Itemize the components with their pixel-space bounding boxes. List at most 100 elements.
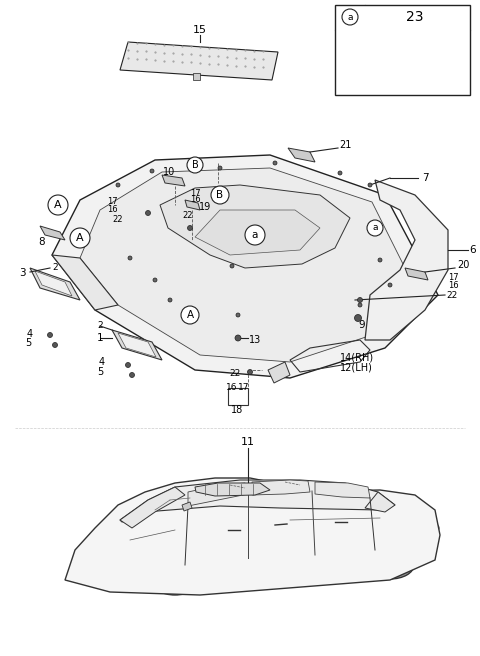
Circle shape — [358, 303, 362, 307]
Text: 13: 13 — [249, 335, 261, 345]
Text: 17: 17 — [238, 384, 250, 392]
Text: A: A — [54, 200, 62, 210]
Polygon shape — [288, 148, 315, 162]
Circle shape — [150, 169, 154, 173]
Text: 19: 19 — [199, 202, 211, 212]
Circle shape — [355, 314, 361, 321]
Circle shape — [211, 186, 229, 204]
Polygon shape — [365, 180, 448, 340]
Circle shape — [388, 283, 392, 287]
Text: a: a — [372, 224, 378, 232]
Text: B: B — [192, 160, 198, 170]
Circle shape — [128, 256, 132, 260]
Text: 16: 16 — [448, 281, 458, 289]
Ellipse shape — [421, 522, 439, 534]
Circle shape — [181, 306, 199, 324]
Circle shape — [235, 335, 241, 341]
Polygon shape — [118, 333, 156, 357]
Circle shape — [188, 226, 192, 230]
Text: 11: 11 — [241, 437, 255, 447]
Text: 2: 2 — [97, 321, 103, 331]
Polygon shape — [405, 268, 428, 280]
Circle shape — [230, 264, 234, 268]
Polygon shape — [365, 492, 395, 512]
Circle shape — [245, 225, 265, 245]
Text: 16: 16 — [190, 195, 200, 205]
Text: 4: 4 — [99, 357, 105, 367]
Polygon shape — [65, 478, 440, 595]
Circle shape — [378, 258, 382, 262]
Text: 12(LH): 12(LH) — [340, 362, 373, 372]
Ellipse shape — [161, 571, 189, 589]
Text: a: a — [347, 12, 353, 22]
Text: 1: 1 — [96, 333, 103, 343]
Polygon shape — [193, 73, 200, 80]
Text: 23: 23 — [406, 10, 424, 24]
Text: A: A — [76, 233, 84, 243]
Text: 6: 6 — [470, 245, 476, 255]
Polygon shape — [162, 175, 185, 186]
Text: 17: 17 — [190, 188, 200, 197]
Circle shape — [342, 9, 358, 25]
Circle shape — [153, 278, 157, 282]
Text: a: a — [252, 230, 258, 240]
Polygon shape — [80, 168, 415, 362]
Ellipse shape — [203, 481, 228, 493]
Circle shape — [52, 342, 58, 348]
Text: 22: 22 — [113, 216, 123, 224]
Text: 5: 5 — [97, 367, 103, 377]
Text: 10: 10 — [163, 167, 175, 177]
Ellipse shape — [376, 557, 404, 573]
Polygon shape — [40, 226, 65, 240]
Circle shape — [48, 195, 68, 215]
Circle shape — [145, 211, 151, 216]
Text: 20: 20 — [457, 260, 469, 270]
Text: 21: 21 — [339, 140, 351, 150]
Text: 5: 5 — [25, 338, 31, 348]
Text: 3: 3 — [19, 268, 25, 278]
Circle shape — [338, 171, 342, 175]
Text: 17: 17 — [107, 197, 117, 207]
Text: 8: 8 — [39, 237, 45, 247]
Polygon shape — [252, 480, 310, 495]
Bar — [335, 5, 470, 95]
Text: 7: 7 — [422, 173, 428, 183]
Ellipse shape — [151, 565, 199, 595]
Text: 17: 17 — [448, 274, 458, 283]
Polygon shape — [112, 330, 162, 360]
Polygon shape — [268, 362, 290, 383]
Polygon shape — [120, 42, 278, 80]
Polygon shape — [188, 483, 248, 506]
Polygon shape — [52, 155, 438, 378]
Polygon shape — [30, 268, 80, 300]
Polygon shape — [195, 483, 270, 496]
Circle shape — [125, 363, 131, 367]
Circle shape — [236, 313, 240, 317]
Circle shape — [368, 183, 372, 187]
Circle shape — [358, 298, 362, 302]
Polygon shape — [315, 482, 370, 498]
Text: 4: 4 — [27, 329, 33, 339]
Polygon shape — [185, 200, 200, 210]
Circle shape — [187, 157, 203, 173]
Ellipse shape — [366, 551, 414, 579]
Text: 9: 9 — [359, 320, 365, 330]
Ellipse shape — [238, 480, 252, 489]
Circle shape — [218, 166, 222, 170]
Circle shape — [70, 228, 90, 248]
Text: 14(RH): 14(RH) — [340, 353, 374, 363]
Polygon shape — [120, 480, 395, 522]
Polygon shape — [120, 487, 185, 528]
Text: 18: 18 — [231, 405, 243, 415]
Text: 22: 22 — [229, 369, 240, 377]
Circle shape — [273, 161, 277, 165]
Text: B: B — [216, 190, 224, 200]
Circle shape — [130, 373, 134, 377]
Text: 16: 16 — [107, 205, 117, 213]
Text: A: A — [186, 310, 193, 320]
Circle shape — [248, 369, 252, 375]
Text: 15: 15 — [193, 25, 207, 35]
Circle shape — [48, 333, 52, 337]
Polygon shape — [35, 271, 72, 296]
Circle shape — [367, 220, 383, 236]
